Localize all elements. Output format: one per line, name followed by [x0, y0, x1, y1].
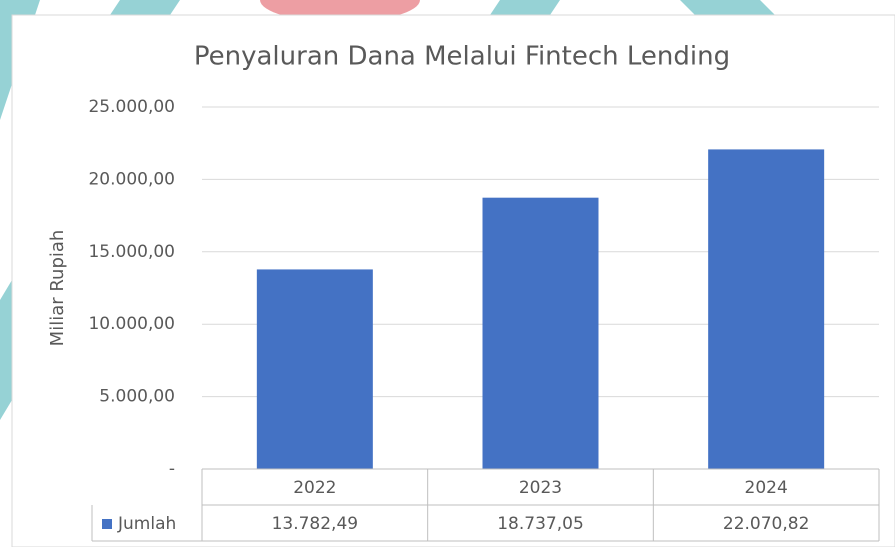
- legend-swatch: [102, 519, 112, 529]
- chart-title: Penyaluran Dana Melalui Fintech Lending: [194, 42, 730, 72]
- data-label: 13.782,49: [272, 514, 359, 534]
- bar: [482, 197, 599, 470]
- x-tick-label: 2022: [293, 478, 336, 498]
- bar: [708, 149, 825, 469]
- y-tick-label: 15.000,00: [88, 242, 175, 262]
- bar: [256, 269, 373, 469]
- y-tick-label: 25.000,00: [88, 97, 175, 117]
- y-axis-label: Miliar Rupiah: [47, 230, 68, 347]
- y-tick-label: 10.000,00: [88, 314, 175, 334]
- y-tick-label: -: [169, 459, 175, 479]
- x-tick-label: 2023: [519, 478, 562, 498]
- data-label: 18.737,05: [497, 514, 584, 534]
- x-tick-label: 2024: [745, 478, 788, 498]
- y-tick-label: 5.000,00: [99, 387, 175, 407]
- legend-label: Jumlah: [117, 514, 176, 534]
- data-label: 22.070,82: [723, 514, 810, 534]
- y-tick-label: 20.000,00: [88, 169, 175, 189]
